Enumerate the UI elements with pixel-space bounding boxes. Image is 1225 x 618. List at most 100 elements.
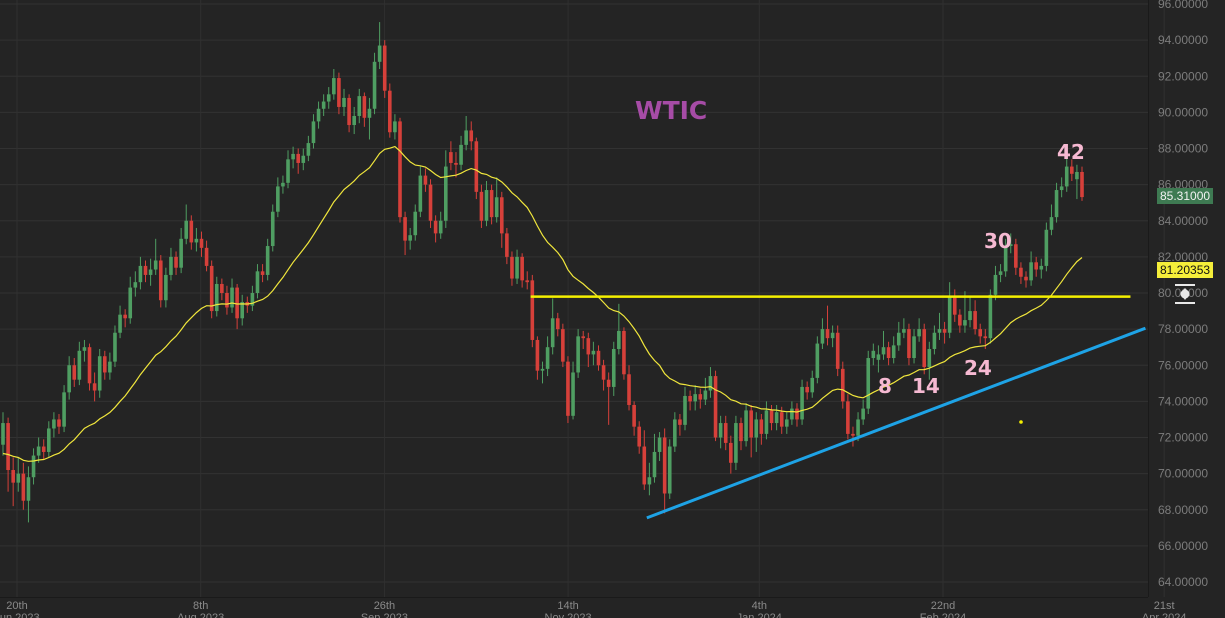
candle [952,289,957,322]
price-tick-label: 82.00000 [1158,250,1208,264]
candle [1034,256,1038,277]
candle [230,278,234,313]
candle-body [230,287,234,308]
candle-body [571,372,575,416]
candle [550,298,555,355]
candle [189,215,194,250]
candle [922,323,927,375]
candle-body [209,265,214,312]
candle [72,358,77,387]
candle [993,265,998,301]
candle-body [1039,265,1044,270]
candle [958,309,962,333]
candle [179,227,183,274]
candle-body [881,347,886,355]
candle-body [174,256,178,268]
candle-body [749,410,753,438]
candle [459,135,463,171]
candle [92,372,97,402]
time-tick-day: 14th [557,600,578,612]
candle [337,72,341,115]
candle [21,462,26,510]
candle [41,439,46,460]
candle-body [820,329,825,344]
candle [367,97,372,140]
candle [576,329,580,378]
candle-body [632,404,636,427]
candle [876,345,881,373]
time-tick-day: 20th [6,600,27,612]
trend-line[interactable] [646,326,1146,520]
candle-body [703,390,708,400]
candle [489,184,494,225]
candle [174,251,178,275]
candle-body [1008,244,1013,247]
candle [530,274,535,348]
price-tick-label: 64.00000 [1158,575,1208,589]
candle [235,283,239,330]
candle [1075,164,1079,200]
candle [840,361,845,409]
candle-body [611,348,616,387]
candle [332,69,336,100]
candle [52,412,56,438]
candle [240,294,245,326]
candle-body [896,332,901,346]
time-tick-month: Sep 2023 [361,612,408,618]
candle-body [57,419,61,427]
price-axis[interactable]: 96.00000 94.00000 92.00000 90.00000 88.00000… [1158,0,1208,589]
candle [815,336,820,384]
candle [520,253,524,288]
candle-body [87,347,92,384]
candle-body [67,365,71,393]
candle [184,204,189,245]
candle-body [128,287,133,319]
candle [194,227,199,252]
candle [311,114,316,149]
candle-body [688,395,692,402]
annotation-label: 42 [1057,140,1085,164]
candle-body [1003,246,1008,272]
candle [82,339,87,362]
candle-body [530,280,535,340]
candle [998,264,1003,283]
price-tick-label: 84.00000 [1158,214,1208,228]
candle-body [36,446,41,456]
candle-body [596,350,601,366]
candle-body [713,376,718,438]
price-tick-label: 76.00000 [1158,358,1208,372]
price-tick-label: 70.00000 [1158,467,1208,481]
candle [805,381,809,400]
candle [571,361,575,420]
candle-body [673,419,677,447]
candle-body [586,338,591,355]
candle-body [835,332,840,369]
candle-body [606,379,611,387]
scale-drag-handle-icon[interactable] [1174,283,1196,305]
candle [296,148,300,174]
candle [510,251,514,286]
candle [886,341,891,366]
time-tick-month: Apr 2024 [1142,612,1187,618]
candle [581,330,586,349]
candle [917,318,921,342]
candle [276,177,280,218]
candle-body [815,343,820,378]
candle [683,386,687,431]
candle-body [449,152,453,163]
candle-body [250,293,255,306]
candle [561,323,565,368]
candle [963,291,967,333]
candle-body [642,446,647,485]
candle-body [774,412,779,424]
candle [47,421,51,458]
candle [11,457,15,507]
candle-body [1075,171,1079,180]
candle [627,365,631,411]
candle [622,327,626,380]
candle-body [525,280,530,283]
moving-average-tag: 81.20353 [1157,262,1214,278]
price-tick-label: 92.00000 [1158,69,1208,83]
